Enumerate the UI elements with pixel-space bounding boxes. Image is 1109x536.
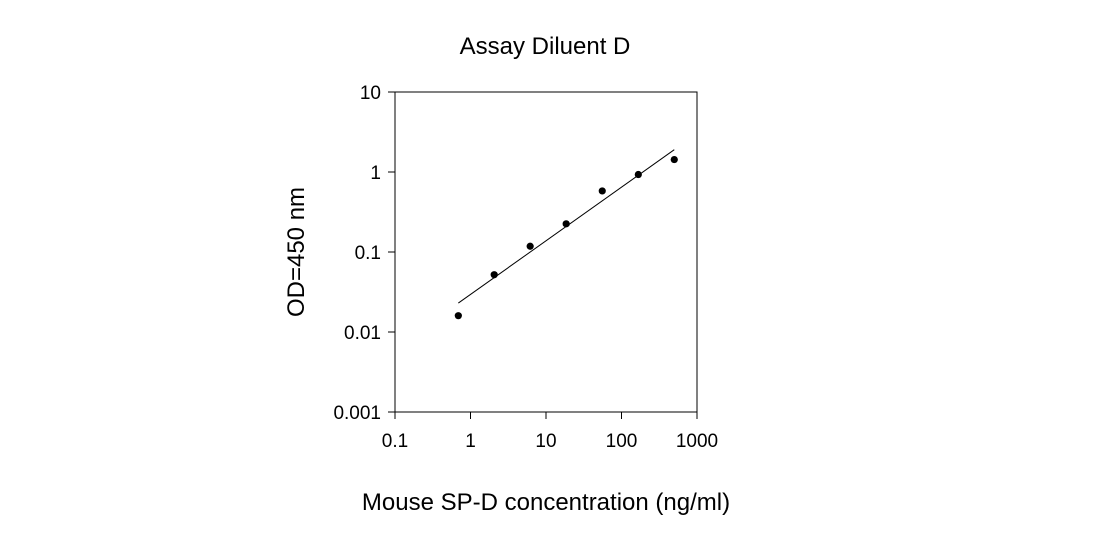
- data-point: [670, 155, 678, 164]
- x-tick-label: 0.1: [382, 431, 408, 452]
- data-point: [490, 271, 498, 279]
- y-tick-label: 0.1: [355, 243, 381, 264]
- chart-title: Assay Diluent D: [460, 33, 631, 60]
- y-axis-label: OD=450 nm: [283, 187, 310, 317]
- y-tick-label: 1: [370, 163, 381, 184]
- x-tick-label: 1: [465, 431, 476, 452]
- data-point: [598, 187, 606, 195]
- x-tick-label: 10: [535, 431, 556, 452]
- x-tick-label: 100: [606, 431, 638, 452]
- x-axis-ticks: 0.1 1 10 100 1000: [382, 412, 718, 452]
- data-point: [526, 242, 534, 250]
- y-tick-label: 10: [360, 83, 381, 104]
- y-tick-label: 0.01: [344, 323, 381, 344]
- data-point: [454, 312, 462, 320]
- data-points: [454, 155, 678, 320]
- plot-frame: [394, 91, 698, 413]
- x-tick-label: 1000: [676, 431, 718, 452]
- data-point: [562, 220, 570, 228]
- data-point: [634, 170, 642, 179]
- x-axis-label: Mouse SP-D concentration (ng/ml): [362, 489, 730, 516]
- y-tick-label: 0.001: [333, 403, 381, 424]
- y-axis-ticks: 0.001 0.01 0.1 1 10: [333, 83, 395, 424]
